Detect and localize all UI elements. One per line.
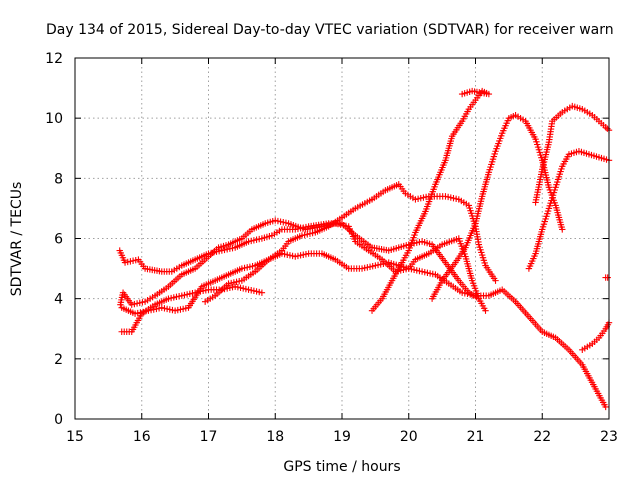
series-track-4 <box>118 250 609 411</box>
y-tick-label: 12 <box>45 51 63 67</box>
x-tick-label: 19 <box>333 429 351 445</box>
data-point <box>604 274 611 281</box>
grid-lines <box>75 58 609 419</box>
x-tick-label: 16 <box>133 429 151 445</box>
data-point <box>604 125 611 132</box>
data-point <box>458 90 466 98</box>
y-tick-label: 6 <box>54 232 63 248</box>
x-axis-label: GPS time / hours <box>283 459 400 475</box>
series-track-1 <box>116 220 483 302</box>
y-tick-label: 2 <box>54 352 63 368</box>
data-point <box>559 226 566 233</box>
series-track-3 <box>118 283 266 335</box>
data-point <box>492 277 499 284</box>
y-axis-label: SDTVAR / TECUs <box>9 182 25 297</box>
x-tick-label: 21 <box>467 429 485 445</box>
x-tick-label: 20 <box>400 429 418 445</box>
data-markers <box>116 87 613 411</box>
series-track-7 <box>428 111 566 302</box>
x-tick-label: 18 <box>266 429 284 445</box>
data-point <box>602 403 609 411</box>
series-track-9 <box>532 102 613 206</box>
x-tick-label: 15 <box>66 429 84 445</box>
tick-labels: 15 16 17 18 19 20 21 22 23 0 2 4 6 8 10 12 <box>45 51 618 445</box>
y-tick-label: 8 <box>54 171 63 187</box>
series-track-8 <box>525 148 613 272</box>
y-tick-label: 0 <box>54 412 63 428</box>
series-track-10 <box>579 319 613 354</box>
chart-title: Day 134 of 2015, Sidereal Day-to-day VTE… <box>46 22 614 38</box>
data-point <box>258 289 266 296</box>
y-tick-label: 10 <box>45 111 63 127</box>
series-track-2 <box>117 217 489 314</box>
series-track-11 <box>602 274 611 281</box>
tick-marks <box>74 57 610 420</box>
series-track-5 <box>201 181 499 305</box>
data-point <box>482 307 489 314</box>
x-tick-label: 23 <box>600 429 618 445</box>
y-tick-label: 4 <box>54 292 63 308</box>
x-tick-label: 17 <box>200 429 218 445</box>
x-tick-label: 22 <box>533 429 551 445</box>
series-track-6 <box>368 87 493 314</box>
